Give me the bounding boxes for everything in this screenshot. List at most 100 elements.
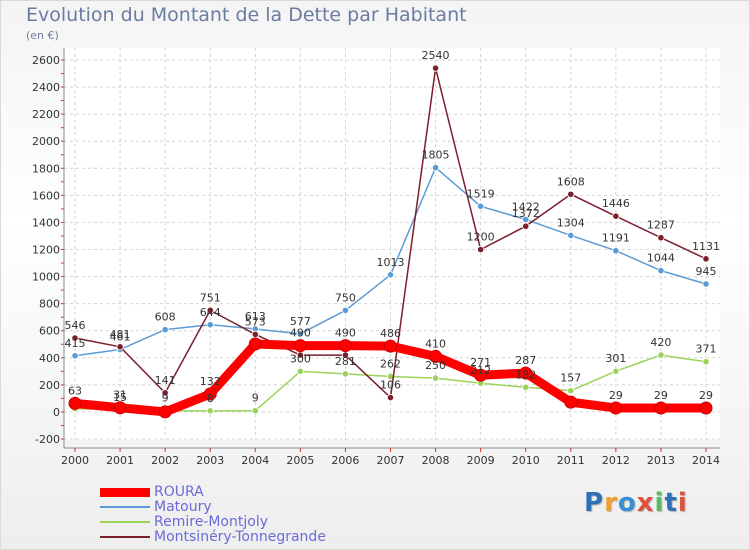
- data-label: 945: [696, 265, 717, 278]
- data-point: [567, 231, 575, 240]
- data-label: 608: [155, 311, 176, 324]
- x-tick-label: 2010: [512, 454, 540, 467]
- y-tick-label: 2000: [32, 135, 60, 148]
- data-label: 262: [380, 357, 401, 370]
- data-label: 371: [696, 343, 717, 356]
- data-point: [474, 368, 488, 382]
- data-point: [477, 202, 485, 210]
- data-label: 1304: [557, 216, 585, 229]
- data-point: [203, 387, 217, 401]
- data-point: [206, 321, 214, 329]
- x-tick-label: 2000: [61, 454, 89, 467]
- data-point: [567, 190, 575, 198]
- legend-label: ROURA: [154, 484, 204, 500]
- legend-label: Montsinéry-Tonnegrande: [154, 529, 326, 545]
- data-label: 481: [110, 328, 131, 341]
- data-label: 2540: [422, 49, 450, 62]
- data-label: 573: [245, 315, 266, 328]
- data-label: 63: [68, 384, 82, 397]
- data-point: [657, 267, 665, 275]
- data-label: 751: [200, 291, 221, 304]
- y-tick-label: -200: [35, 433, 60, 446]
- data-label: 31: [113, 389, 127, 402]
- data-point: [206, 407, 214, 415]
- data-label: 1372: [512, 207, 540, 220]
- data-point: [567, 387, 575, 395]
- data-label: 1805: [422, 149, 450, 162]
- data-label: 490: [335, 327, 356, 340]
- data-point: [431, 64, 440, 72]
- x-tick-label: 2005: [286, 454, 314, 467]
- data-point: [429, 349, 443, 363]
- data-point: [338, 339, 352, 353]
- data-label: 9: [162, 392, 169, 405]
- x-tick-label: 2006: [331, 454, 359, 467]
- data-label: 29: [609, 389, 623, 402]
- data-label: 546: [65, 319, 86, 332]
- data-label: 250: [425, 359, 446, 372]
- data-label: 8: [207, 392, 214, 405]
- x-tick-label: 2002: [151, 454, 179, 467]
- data-point: [564, 395, 578, 409]
- data-label: 1013: [377, 256, 405, 269]
- data-label: 415: [65, 337, 86, 350]
- data-point: [296, 330, 304, 338]
- data-point: [293, 339, 307, 353]
- data-point: [116, 343, 124, 351]
- data-point: [71, 334, 79, 342]
- data-label: 301: [605, 352, 626, 365]
- data-label: 1191: [602, 232, 630, 245]
- data-point: [654, 401, 668, 415]
- data-point: [612, 247, 620, 255]
- data-label: 29: [699, 389, 713, 402]
- data-label: 1200: [467, 231, 495, 244]
- x-tick-label: 2009: [467, 454, 495, 467]
- y-tick-label: 600: [39, 325, 60, 338]
- data-label: 15: [113, 391, 127, 404]
- data-point: [248, 337, 262, 351]
- data-label: 106: [380, 379, 401, 392]
- data-point: [612, 367, 620, 375]
- data-point: [431, 374, 440, 382]
- y-tick-label: 1000: [32, 271, 60, 284]
- data-label: 9: [252, 392, 259, 405]
- y-tick-label: 0: [53, 406, 60, 419]
- y-tick-label: 400: [39, 352, 60, 365]
- data-point: [161, 389, 169, 397]
- legend-swatch: [100, 487, 150, 497]
- data-label: 1287: [647, 219, 675, 232]
- x-tick-label: 2011: [557, 454, 585, 467]
- legend-swatch: [100, 536, 150, 538]
- data-point: [158, 405, 172, 419]
- data-label: 644: [200, 306, 221, 319]
- data-point: [251, 330, 259, 338]
- y-tick-label: 200: [39, 379, 60, 392]
- data-label: 29: [654, 389, 668, 402]
- data-point: [477, 245, 485, 254]
- data-point: [341, 306, 350, 315]
- data-point: [522, 222, 530, 230]
- legend-swatch: [100, 521, 150, 523]
- y-tick-label: 1400: [32, 216, 60, 229]
- data-label: 1422: [512, 200, 540, 213]
- y-tick-label: 2400: [32, 81, 60, 94]
- data-point: [702, 255, 710, 263]
- data-label: 182: [515, 368, 536, 381]
- x-tick-label: 2003: [196, 454, 224, 467]
- y-tick-label: 1800: [32, 162, 60, 175]
- data-point: [71, 352, 79, 360]
- data-point: [113, 401, 127, 415]
- data-label: 410: [425, 337, 446, 350]
- data-point: [657, 234, 665, 242]
- data-label: 461: [110, 331, 131, 344]
- data-point: [431, 164, 440, 172]
- legend-label: Matoury: [154, 499, 212, 515]
- chart-title: Evolution du Montant de la Dette par Hab…: [26, 4, 467, 26]
- x-tick-label: 2008: [422, 454, 450, 467]
- legend-swatch: [100, 506, 150, 508]
- data-label: 212: [470, 364, 491, 377]
- data-label: 1446: [602, 197, 630, 210]
- y-tick-label: 2200: [32, 108, 60, 121]
- data-label: 287: [515, 354, 536, 367]
- data-point: [522, 383, 530, 391]
